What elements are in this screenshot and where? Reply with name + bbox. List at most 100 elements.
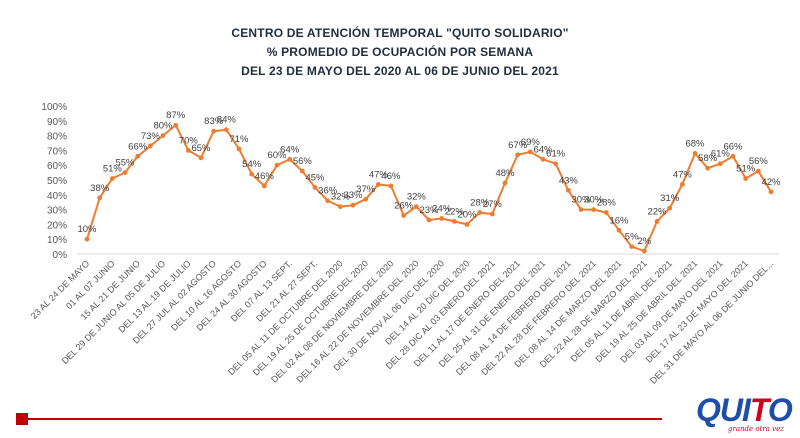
data-point <box>325 198 331 204</box>
data-label: 66% <box>128 141 148 152</box>
y-tick-label: 100% <box>41 102 67 113</box>
data-label: 32% <box>407 192 427 203</box>
data-label: 80% <box>153 121 173 132</box>
data-point <box>692 150 698 156</box>
chart-title-line-2: % PROMEDIO DE OCUPACIÓN POR SEMANA <box>266 45 534 59</box>
quito-logo: QUITO grande otra vez <box>692 392 793 436</box>
y-tick-label: 0% <box>53 250 68 261</box>
y-tick-label: 50% <box>47 176 67 187</box>
data-point <box>629 244 635 250</box>
data-label: 87% <box>166 110 186 121</box>
data-label: 36% <box>318 186 338 197</box>
data-point <box>464 222 470 227</box>
data-label: 2% <box>637 236 651 247</box>
data-point <box>223 127 229 133</box>
data-label: 48% <box>495 168 515 179</box>
data-label: 56% <box>749 156 769 167</box>
y-tick-label: 20% <box>47 220 67 231</box>
data-label: 28% <box>470 198 490 209</box>
data-label: 64% <box>280 144 300 155</box>
data-label: 24% <box>432 203 452 214</box>
data-point <box>236 146 242 152</box>
data-point <box>401 213 407 218</box>
data-label: 61% <box>711 149 731 160</box>
data-label: 66% <box>723 141 743 152</box>
data-point <box>679 182 685 187</box>
data-label: 16% <box>609 215 629 226</box>
data-label: 10% <box>77 224 97 235</box>
data-label: 58% <box>698 153 718 164</box>
data-point <box>147 143 153 149</box>
data-label: 38% <box>90 183 110 194</box>
data-label: 47% <box>369 169 389 180</box>
data-label: 22% <box>445 206 465 217</box>
data-point <box>185 148 191 153</box>
chart-title-line-1: CENTRO DE ATENCIÓN TEMPORAL "QUITO SOLID… <box>231 26 569 40</box>
data-point <box>84 236 90 242</box>
data-point <box>717 161 723 167</box>
data-label: 31% <box>660 193 680 204</box>
data-label: 5% <box>625 232 639 243</box>
data-point <box>363 196 369 202</box>
data-label: 43% <box>559 175 579 186</box>
data-point <box>375 182 381 187</box>
data-label: 71% <box>229 134 249 145</box>
data-point <box>553 161 559 167</box>
data-label: 45% <box>305 172 325 183</box>
data-point <box>350 202 356 208</box>
data-point <box>413 204 419 210</box>
data-point <box>502 180 508 186</box>
data-label: 28% <box>597 198 617 209</box>
data-point <box>109 176 115 181</box>
data-label: 55% <box>115 158 135 169</box>
data-label: 47% <box>673 169 693 180</box>
data-point <box>312 185 318 190</box>
y-tick-label: 70% <box>47 146 67 157</box>
data-point <box>565 187 571 193</box>
data-label: 51% <box>103 164 123 175</box>
data-point <box>135 153 141 159</box>
data-point <box>122 170 128 176</box>
data-label: 42% <box>761 177 781 188</box>
data-label: 61% <box>546 149 566 160</box>
y-tick-label: 40% <box>47 191 67 202</box>
data-point <box>249 171 255 177</box>
logo-tagline: grande otra vez <box>728 425 784 433</box>
y-tick-label: 90% <box>47 117 67 128</box>
data-label: 20% <box>457 209 477 220</box>
data-point <box>261 183 267 189</box>
data-label: 56% <box>293 156 313 167</box>
data-label: 64% <box>533 144 553 155</box>
data-point <box>97 195 103 201</box>
data-label: 30% <box>584 195 604 206</box>
data-point <box>616 227 622 233</box>
data-label: 26% <box>394 201 414 212</box>
data-point <box>299 168 305 174</box>
data-label: 68% <box>685 138 705 149</box>
data-label: 69% <box>521 137 541 148</box>
data-point <box>274 162 280 168</box>
data-label: 84% <box>217 115 237 126</box>
data-point <box>287 156 293 162</box>
data-point <box>489 211 495 217</box>
data-label: 37% <box>356 184 376 195</box>
data-point <box>439 216 445 221</box>
data-point <box>426 217 432 223</box>
data-label: 33% <box>343 190 363 201</box>
data-label: 60% <box>267 150 287 161</box>
footer-divider <box>22 418 662 420</box>
data-label: 22% <box>647 206 667 217</box>
data-label: 32% <box>331 192 351 203</box>
data-point <box>451 219 457 224</box>
data-point <box>527 149 533 155</box>
data-point <box>768 189 774 195</box>
y-tick-label: 60% <box>47 161 67 172</box>
data-point <box>211 128 217 134</box>
data-label: 27% <box>483 199 503 210</box>
data-point <box>337 204 343 210</box>
data-label: 51% <box>736 164 756 175</box>
data-point <box>578 207 584 213</box>
data-label: 67% <box>508 140 528 151</box>
data-label: 70% <box>179 135 199 146</box>
